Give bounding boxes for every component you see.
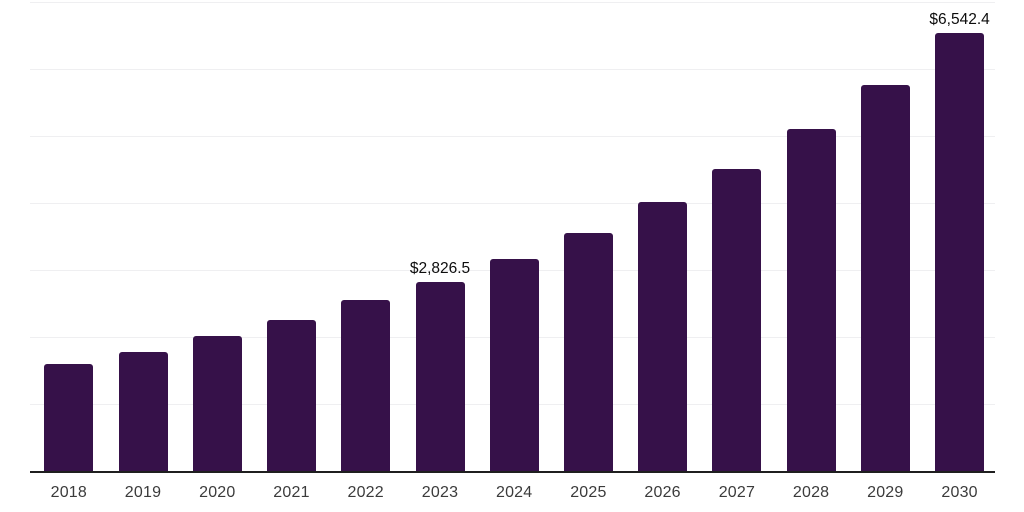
x-axis-line	[30, 471, 995, 473]
bar-2022	[341, 300, 391, 471]
bar-2029	[860, 85, 910, 471]
bar-2018	[44, 363, 94, 471]
bar-2024	[489, 258, 539, 471]
x-tick-2018: 2018	[50, 484, 87, 501]
x-tick-2019: 2019	[124, 484, 162, 501]
x-tick-2027: 2027	[718, 484, 756, 501]
value-label-2023: $2,826.5	[409, 259, 471, 277]
value-label-2030: $6,542.4	[929, 10, 990, 28]
gridline-7000	[30, 2, 995, 3]
bar-2019	[118, 351, 168, 471]
bar-2023	[415, 281, 465, 471]
x-tick-2022: 2022	[347, 484, 384, 501]
x-tick-2023: 2023	[421, 484, 459, 501]
gridline-6000	[30, 69, 995, 70]
bar-2025	[563, 232, 613, 471]
bar-2030	[935, 32, 985, 471]
bar-2021	[267, 320, 316, 472]
bar-2028	[786, 129, 836, 471]
x-tick-2021: 2021	[273, 484, 310, 501]
x-tick-2020: 2020	[199, 484, 236, 501]
bar-2020	[192, 335, 242, 471]
gridline-4000	[30, 203, 995, 204]
x-tick-2025: 2025	[570, 484, 607, 501]
bar-2027	[712, 168, 762, 471]
x-tick-2026: 2026	[644, 484, 681, 501]
gridline-5000	[30, 136, 995, 137]
x-tick-2024: 2024	[495, 484, 533, 501]
x-tick-2030: 2030	[941, 484, 978, 501]
x-tick-2029: 2029	[867, 484, 904, 501]
bar-2026	[638, 202, 688, 471]
x-tick-2028: 2028	[792, 484, 830, 501]
